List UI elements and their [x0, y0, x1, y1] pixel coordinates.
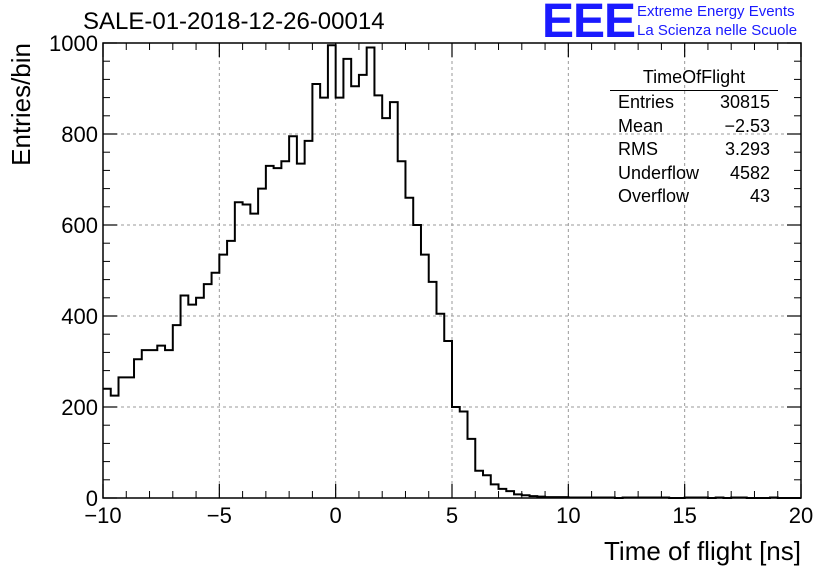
stats-label: RMS	[618, 139, 658, 159]
stats-box: TimeOfFlight Entries 30815 Mean −2.53 RM…	[610, 66, 778, 209]
stats-value: 3.293	[724, 139, 770, 159]
y-tick-label: 600	[61, 213, 98, 238]
x-tick-label: −10	[84, 503, 121, 528]
stats-row-overflow: Overflow 43	[610, 185, 778, 209]
logo-line-1: Extreme Energy Events	[637, 3, 795, 20]
y-axis-label: Entries/bin	[6, 43, 36, 166]
eee-logo-mark: EEE	[542, 0, 636, 48]
stats-row-mean: Mean −2.53	[610, 115, 778, 139]
stats-value: 43	[749, 186, 770, 206]
x-tick-label: −5	[207, 503, 232, 528]
x-tick-label: 15	[672, 503, 696, 528]
stats-label: Entries	[618, 92, 675, 112]
stats-label: Overflow	[618, 186, 690, 206]
y-tick-label: 200	[61, 395, 98, 420]
x-tick-label: 10	[556, 503, 580, 528]
stats-row-underflow: Underflow 4582	[610, 162, 778, 186]
x-axis-label: Time of flight [ns]	[604, 536, 801, 566]
y-tick-label: 800	[61, 122, 98, 147]
stats-label: Underflow	[618, 162, 700, 183]
stats-value: −2.53	[724, 115, 770, 136]
x-tick-label: 5	[446, 503, 458, 528]
x-tick-label: 0	[330, 503, 342, 528]
stats-value: 4582	[729, 162, 770, 183]
logo-line-2: La Scienza nelle Scuole	[637, 22, 798, 39]
y-tick-label: 0	[86, 486, 98, 511]
stats-value: 30815	[719, 92, 770, 112]
stats-row-rms: RMS 3.293	[610, 138, 778, 162]
stats-label: Mean	[618, 115, 664, 136]
axis-ticks	[102, 42, 802, 499]
run-title: SALE-01-2018-12-26-00014	[83, 8, 385, 35]
eee-logo-text: Extreme Energy Events La Scienza nelle S…	[637, 2, 797, 40]
stats-row-entries: Entries 30815	[610, 91, 778, 115]
stats-title: TimeOfFlight	[610, 66, 778, 91]
y-tick-label: 400	[61, 304, 98, 329]
x-tick-label: 20	[789, 503, 813, 528]
y-tick-label: 1000	[49, 31, 98, 56]
